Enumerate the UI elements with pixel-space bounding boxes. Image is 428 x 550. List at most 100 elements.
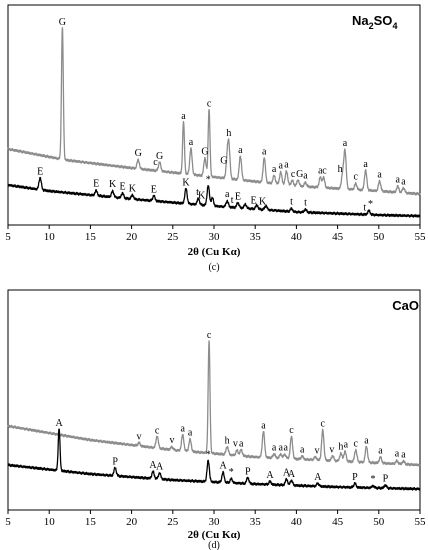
peak-label: E [119,182,125,193]
peak-label: P [245,467,251,478]
peak-label: P [112,457,118,468]
peak-label: E [235,192,241,203]
peak-label: v [169,435,174,446]
peak-label: a [363,159,368,170]
panel-d-frame [7,289,421,511]
peak-label: G [135,148,142,159]
peak-label: c [207,99,212,110]
x-tick-label: 10 [44,231,56,243]
peak-label: K [198,190,206,201]
peak-label: K [182,178,190,189]
peak-label: a [303,171,308,182]
panel-d-series [7,340,421,491]
peak-label: G [201,147,208,158]
x-tick-label: 30 [209,231,221,243]
peak-label: A [288,469,296,480]
peak-label: c [354,439,359,450]
peak-label: v [233,438,238,449]
x-tick-label: 15 [85,231,97,243]
panel-d-x-axis: 5 10 15 20 25 30 35 40 45 50 55 [5,510,426,528]
peak-label: K [129,183,137,194]
x-tick-label: 20 [126,516,138,528]
peak-label: A [149,460,157,471]
peak-label: a [225,189,230,200]
x-tick-label: 25 [167,516,179,528]
panel-c-compound-label: Na2SO4 [352,13,397,31]
peak-label: P [352,472,358,483]
x-tick-label: 55 [415,516,427,528]
x-tick-label: 50 [373,231,385,243]
peak-label: h [338,164,343,175]
x-tick-label: 10 [44,516,56,528]
peak-label: a [283,443,288,454]
peak-label: a [262,147,267,158]
x-tick-label: 40 [291,516,303,528]
peak-label: a [279,442,284,453]
panel-d-compound-label: CaO [392,298,419,313]
peak-label: G [59,17,66,28]
peak-label: a [396,174,401,185]
x-tick-label: 55 [415,231,427,243]
peak-label: t [231,195,234,206]
peak-label: A [219,461,227,472]
panel-d-subfigure-label: (d) [208,540,220,550]
peak-label: a [188,427,193,438]
peak-label: a [180,423,185,434]
peak-label: A [55,418,63,429]
peak-label: K [259,196,267,207]
peak-label: v [137,431,142,442]
peak-label: t [363,202,366,213]
x-tick-label: 5 [5,516,11,528]
peak-label: a [189,137,194,148]
peak-label: a [239,438,244,449]
peak-label: c [153,157,158,168]
upper-pattern-line [7,340,421,467]
peak-label: * [371,474,376,485]
x-tick-label: 15 [85,516,97,528]
panel-d-x-axis-title: 2θ (Cu Kα) [188,529,241,541]
x-tick-label: 5 [5,231,11,243]
peak-label: h [338,441,343,452]
peak-label: E [93,179,99,190]
peak-label: a [272,164,277,175]
panel-c-subfigure-label: (c) [208,262,219,273]
peak-label: a [272,443,277,454]
peak-label: c [322,165,327,176]
peak-label: t [304,198,307,209]
panel-c: Na2SO4 5 10 15 20 25 30 35 40 45 50 55 GGcGaaGcGha… [5,4,426,273]
peak-label: G [156,151,163,162]
peak-label: a [378,446,383,457]
peak-label: h [225,436,230,447]
x-tick-label: 35 [250,231,262,243]
upper-pattern-line [7,27,421,196]
peak-label: E [37,166,43,177]
peak-label: A [156,462,164,473]
peak-label: c [155,426,160,437]
peak-label: K [109,179,117,190]
x-tick-label: 45 [332,231,344,243]
x-tick-label: 25 [167,231,179,243]
peak-label: c [321,418,326,429]
peak-label: a [344,440,349,451]
peak-label: t [290,197,293,208]
peak-label: v [315,445,320,456]
peak-label: * [206,449,211,460]
x-tick-label: 45 [332,516,344,528]
panel-c-x-axis-title: 2θ (Cu Kα) [188,246,241,258]
peak-label: a [284,160,289,171]
x-tick-label: 40 [291,231,303,243]
lower-pattern-line [7,428,421,491]
peak-label: A [283,467,291,478]
peak-label: t [196,187,199,198]
peak-label: c [207,330,212,341]
peak-label: a [238,145,243,156]
panel-c-x-axis: 5 10 15 20 25 30 35 40 45 50 55 [5,225,426,243]
x-tick-label: 35 [250,516,262,528]
panel-c-series [7,27,421,218]
peak-label: * [368,199,373,210]
peak-label: E [151,185,157,196]
